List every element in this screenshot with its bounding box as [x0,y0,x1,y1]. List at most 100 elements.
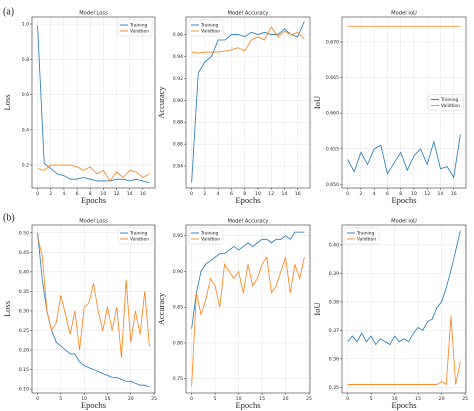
y-tick-label: 0.665 [326,75,339,81]
y-tick-label: 0.37 [329,328,339,334]
x-tick-label: 8 [89,191,92,197]
x-tick-label: 4 [62,191,65,197]
y-tick-label: 0.45 [19,250,29,256]
y-tick-label: 0.8 [22,57,29,63]
x-tick-label: 16 [295,191,301,197]
x-tick-label: 0 [346,396,349,402]
y-tick-label: 0.15 [19,367,29,373]
x-tick-label: 2 [359,191,362,197]
x-tick-label: 15 [415,396,421,402]
x-tick-label: 8 [243,191,246,197]
legend-box [117,227,153,245]
y-tick-label: 0.20 [19,348,29,354]
y-tick-label: 0.92 [173,76,183,82]
legend-label: Training [129,23,148,29]
legend-label: Training [356,231,375,237]
data-line [191,26,305,54]
chart: 0.84 0.86 0.88 0.90 0.92 0.94 0.96 0 2 4 6 8 10 12 14 1… [156,11,311,205]
x-tick-label: 14 [438,191,444,197]
y-axis-label: Accuracy [156,292,166,325]
x-tick-label: 5 [214,396,217,402]
y-tick-label: 0.40 [329,242,339,248]
x-tick-label: 10 [81,396,87,402]
y-tick-label: 0.39 [329,271,339,277]
y-tick-label: 0.95 [173,233,183,239]
y-tick-label: 0.80 [173,340,183,346]
y-tick-label: 0.94 [173,54,183,60]
y-axis-label: IoU [312,302,322,315]
y-tick-label: 0.96 [173,32,183,38]
y-tick-label: 0.6 [22,92,29,98]
data-line [37,232,150,388]
data-line [37,164,150,182]
x-tick-label: 25 [151,396,157,402]
legend-label: Validtion [130,29,149,35]
y-axis-label: IoU [312,96,322,109]
chart: 0.75 0.80 0.85 0.90 0.95 0 5 10 15 20 25 Model Accu… [156,219,312,410]
chart-title: Model Loss [79,219,108,225]
chart: 0.650 0.655 0.660 0.665 0.670 0 2 4 6 8 10 12 14 16 Mo… [312,11,467,205]
y-tick-label: 0.85 [173,305,183,311]
x-axis-label: Epochs [391,400,416,410]
x-tick-label: 2 [203,191,206,197]
x-tick-label: 10 [392,396,398,402]
x-tick-label: 10 [236,396,242,402]
data-line [347,134,461,179]
y-tick-label: 1.0 [22,22,29,28]
legend-label: Training [129,231,148,237]
legend-label: Training [200,23,219,29]
chart-title: Model Accuracy [228,219,269,225]
panel-label: (a) [3,6,14,17]
x-tick-label: 10 [255,191,261,197]
x-tick-label: 6 [386,191,389,197]
legend-label: Validtion [130,237,149,243]
legend-label: Training [440,97,459,103]
x-axis-label: Epochs [235,195,260,205]
x-tick-label: 12 [114,191,120,197]
y-axis-label: Accuracy [156,85,166,118]
legend-box [188,227,224,245]
x-tick-label: 12 [424,191,430,197]
y-tick-label: 0.660 [326,111,339,117]
y-tick-label: 0.650 [326,182,339,188]
x-tick-label: 20 [283,396,289,402]
plot-frame [341,224,467,394]
chart: 0.2 0.4 0.6 0.8 1.0 0 2 4 6 8 10 12 14 16 Model Loss Ep… [2,11,156,205]
chart-title: Model IoU [391,219,417,225]
x-tick-label: 5 [370,396,373,402]
y-tick-label: 0.84 [173,164,183,170]
x-tick-label: 4 [373,191,376,197]
plot-frame [185,224,311,394]
chart-title: Model IoU [391,11,417,17]
x-tick-label: 10 [411,191,417,197]
y-tick-label: 0.90 [173,269,183,275]
data-line [37,25,150,184]
x-tick-label: 2 [49,191,52,197]
legend-label: Training [200,231,219,237]
x-tick-label: 10 [100,191,106,197]
y-tick-label: 0.86 [173,142,183,148]
data-line [347,316,461,386]
x-tick-label: 15 [105,396,111,402]
data-line [191,21,305,183]
panel-label: (b) [3,212,15,223]
y-tick-label: 0.4 [22,127,29,133]
x-axis-label: Epochs [235,400,260,410]
legend-label: Validtion [201,29,220,35]
legend-label: Validtion [441,103,460,109]
x-tick-label: 20 [439,396,445,402]
x-tick-label: 0 [36,396,39,402]
x-tick-label: 16 [140,191,146,197]
chart-title: Model Accuracy [228,11,269,17]
x-tick-label: 4 [217,191,220,197]
x-axis-label: Epochs [81,400,106,410]
y-tick-label: 0.35 [329,385,339,391]
x-tick-label: 0 [36,191,39,197]
x-tick-label: 20 [128,396,134,402]
